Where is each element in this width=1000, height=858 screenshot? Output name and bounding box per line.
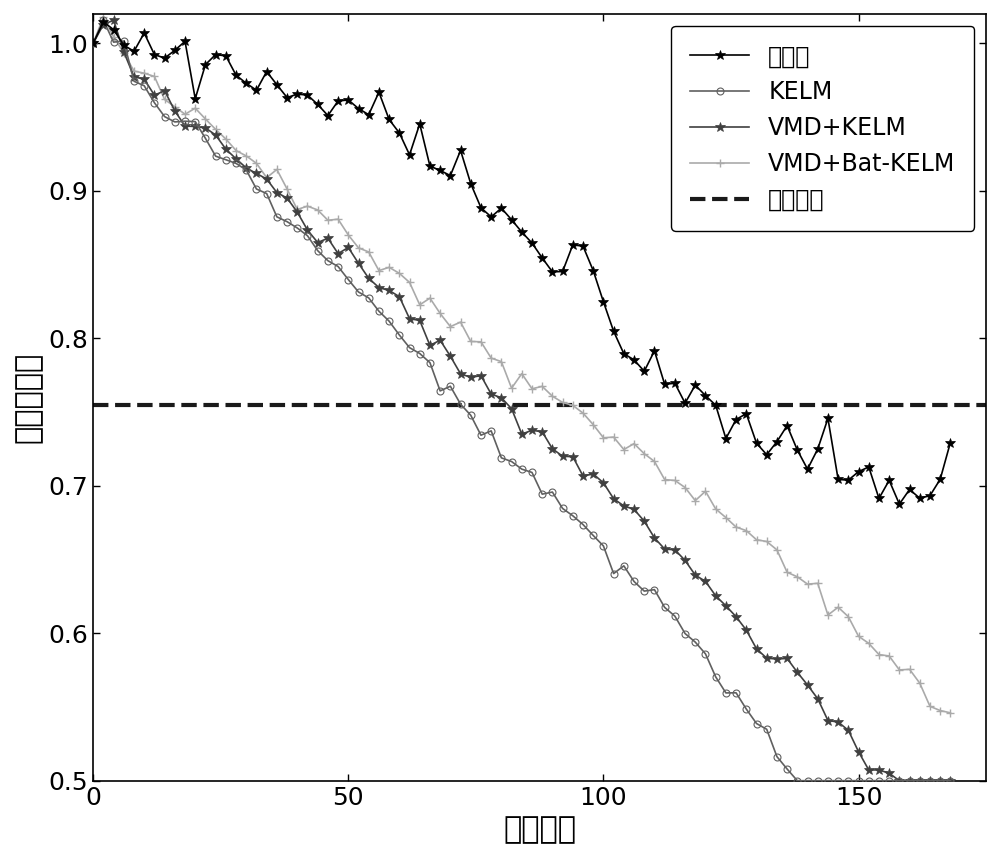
Line: KELM: KELM <box>90 16 954 784</box>
真实値 <box>944 438 956 448</box>
Line: 真实値: 真实値 <box>88 17 955 509</box>
KELM <box>97 15 109 25</box>
失效阁値 <box>87 400 99 410</box>
VMD+KELM <box>353 258 365 269</box>
真实値 <box>393 128 405 138</box>
VMD+Bat-KELM <box>526 384 538 394</box>
Line: VMD+Bat-KELM: VMD+Bat-KELM <box>89 13 955 717</box>
VMD+KELM <box>944 776 956 786</box>
VMD+KELM <box>893 776 905 786</box>
VMD+KELM <box>526 425 538 435</box>
X-axis label: 循环周期: 循环周期 <box>503 815 576 844</box>
VMD+KELM <box>363 273 375 283</box>
真实値 <box>97 17 109 27</box>
真实値 <box>353 104 365 114</box>
VMD+KELM <box>108 15 120 26</box>
真实値 <box>893 499 905 510</box>
KELM <box>393 329 405 340</box>
Line: VMD+KELM: VMD+KELM <box>88 15 955 786</box>
KELM <box>914 776 926 786</box>
失效阁値 <box>92 400 104 410</box>
真实値 <box>87 39 99 49</box>
VMD+KELM <box>914 776 926 786</box>
KELM <box>240 165 252 175</box>
真实値 <box>526 238 538 248</box>
VMD+Bat-KELM <box>904 664 916 674</box>
KELM <box>944 776 956 786</box>
Legend: 真实値, KELM, VMD+KELM, VMD+Bat-KELM, 失效阁値: 真实値, KELM, VMD+KELM, VMD+Bat-KELM, 失效阁値 <box>671 26 974 231</box>
KELM <box>363 293 375 303</box>
KELM <box>353 287 365 297</box>
KELM <box>87 39 99 49</box>
VMD+KELM <box>240 163 252 173</box>
真实値 <box>914 493 926 504</box>
VMD+Bat-KELM <box>97 12 109 22</box>
VMD+Bat-KELM <box>393 269 405 279</box>
VMD+KELM <box>87 39 99 49</box>
VMD+Bat-KELM <box>240 151 252 161</box>
真实値 <box>240 78 252 88</box>
VMD+Bat-KELM <box>87 39 99 49</box>
真实値 <box>363 110 375 120</box>
VMD+KELM <box>393 292 405 302</box>
VMD+Bat-KELM <box>353 243 365 253</box>
VMD+Bat-KELM <box>944 708 956 718</box>
KELM <box>526 468 538 478</box>
VMD+Bat-KELM <box>363 247 375 257</box>
Y-axis label: 归一化容量: 归一化容量 <box>14 352 43 443</box>
KELM <box>791 776 803 786</box>
